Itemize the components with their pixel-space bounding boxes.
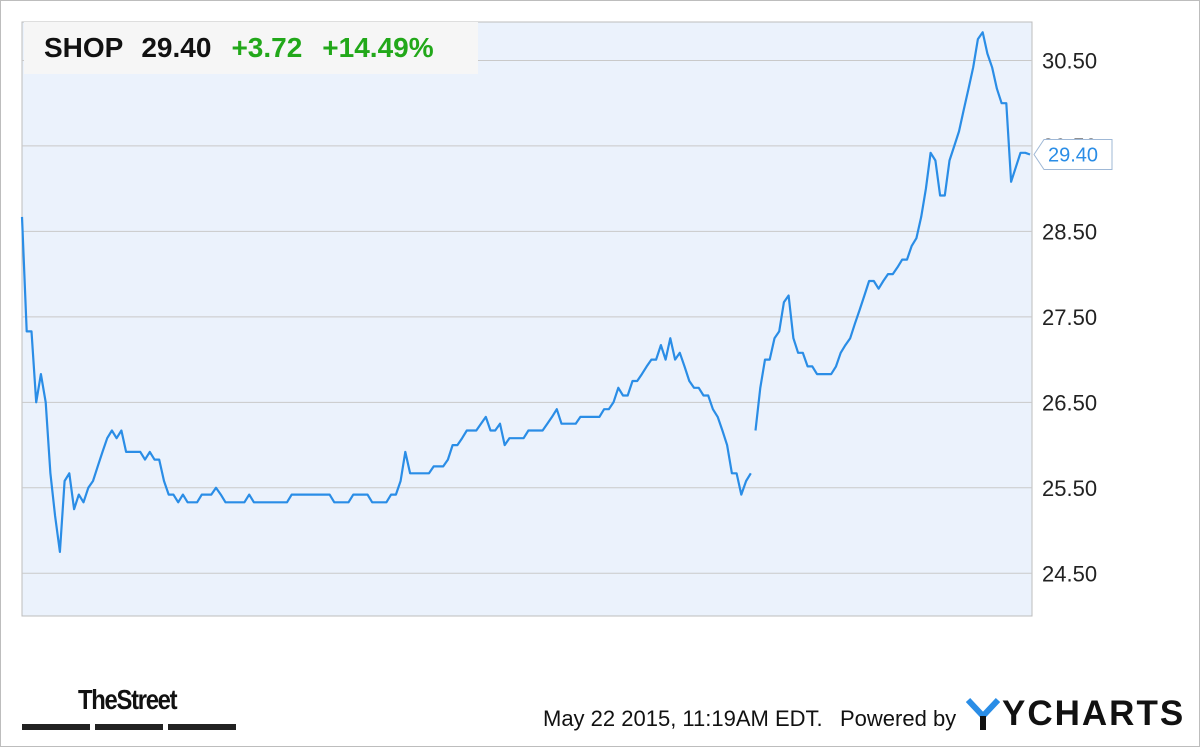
y-tick-label: 26.50 (1042, 390, 1097, 415)
chart-footer: TheStreet May 22 2015, 11:19AM EDT. Powe… (0, 680, 1200, 740)
price-series (20, 31, 1031, 553)
ticker-symbol: SHOP (44, 32, 124, 63)
y-tick-label: 27.50 (1042, 305, 1097, 330)
chart-timestamp: May 22 2015, 11:19AM EDT. (543, 706, 823, 731)
price-line-segment (20, 216, 752, 553)
quote-change: +3.72 (231, 32, 303, 63)
last-value-label: 29.40 (1048, 144, 1098, 166)
quote-change-percent: +14.49% (322, 32, 434, 63)
ycharts-y-icon (966, 697, 1000, 730)
y-tick-label: 28.50 (1042, 219, 1097, 244)
last-value-flag (1033, 138, 1113, 170)
last-value-marker: 29.40 (1033, 138, 1113, 170)
ycharts-logo-text: YCHARTS (1002, 694, 1186, 733)
y-tick-label: 30.50 (1042, 48, 1097, 73)
y-tick-label: 25.50 (1042, 476, 1097, 501)
thestreet-logo: TheStreet (22, 684, 242, 734)
plot-area (21, 21, 1033, 617)
y-tick-label: 24.50 (1042, 561, 1097, 586)
ycharts-logo: YCHARTS (966, 692, 1185, 736)
powered-by-label: Powered by (840, 706, 957, 731)
quote-price: 29.40 (141, 32, 212, 63)
quote-header: SHOP 29.40 +3.72 +14.49% (24, 22, 478, 74)
price-line-segment (754, 31, 1031, 431)
thestreet-logo-text: TheStreet (78, 684, 178, 715)
thestreet-logo-bars (22, 724, 236, 730)
